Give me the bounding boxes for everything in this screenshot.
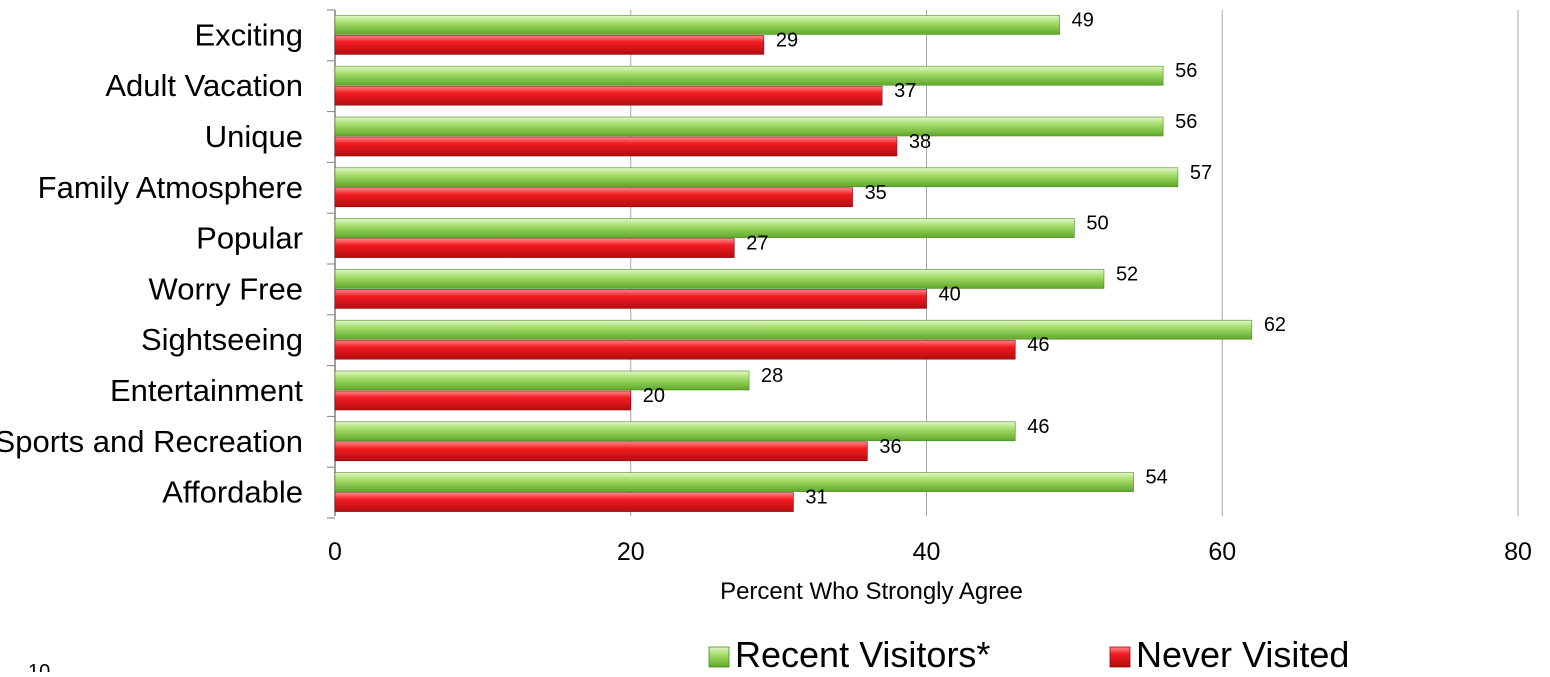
x-tick-label: 0: [328, 538, 342, 566]
bar: [334, 187, 853, 208]
x-tick-label: 80: [1504, 538, 1532, 566]
bars: [334, 15, 1253, 512]
x-tick-label: 40: [913, 538, 941, 566]
data-label: 56: [1175, 111, 1197, 133]
bar: [334, 421, 1016, 442]
bar: [334, 441, 868, 462]
data-label: 31: [805, 487, 827, 509]
data-label: 27: [746, 233, 768, 255]
bar: [334, 289, 927, 309]
legend-label: Recent Visitors*: [735, 634, 990, 672]
legend-label: Never Visited: [1136, 634, 1349, 672]
bar: [334, 492, 794, 512]
data-label: 37: [894, 80, 916, 102]
data-label: 20: [643, 385, 665, 407]
data-label: 50: [1086, 213, 1108, 235]
bar: [334, 15, 1060, 35]
x-tick-label: 20: [617, 538, 645, 566]
data-label: 36: [879, 436, 901, 458]
bar: [334, 116, 1164, 137]
bar: [334, 238, 735, 258]
data-label: 54: [1146, 467, 1168, 489]
x-axis-title: Percent Who Strongly Agree: [720, 578, 1023, 605]
data-label: 46: [1027, 334, 1049, 356]
data-label: 52: [1116, 263, 1138, 285]
data-label: 57: [1190, 162, 1212, 184]
bar: [334, 472, 1134, 492]
bar: [334, 85, 883, 106]
bar: [334, 35, 765, 55]
category-label: Sports and Recreation: [0, 424, 303, 459]
bar: [334, 218, 1075, 238]
bar: [334, 167, 1179, 188]
data-label: 49: [1072, 9, 1094, 31]
x-tick-label: 60: [1208, 538, 1236, 566]
data-label: 28: [761, 365, 783, 387]
data-label: 56: [1175, 60, 1197, 82]
legend-swatch: [1109, 646, 1131, 668]
data-label: 46: [1027, 416, 1049, 438]
legend: Recent Visitors* Never Visited: [708, 634, 1349, 675]
bar: [334, 269, 1105, 289]
category-label: Family Atmosphere: [38, 170, 303, 205]
category-label: Popular: [196, 221, 303, 256]
bar: [334, 136, 898, 157]
labels: 0 20 40 60 80 Exciting 49 29 Adult Vacation 56 37 U…: [0, 9, 1532, 605]
category-label: Unique: [205, 119, 303, 154]
bar: [334, 65, 1164, 86]
bar: [334, 390, 632, 411]
legend-swatch: [708, 646, 730, 668]
bar: [334, 319, 1253, 340]
category-label: Sightseeing: [141, 322, 303, 357]
bar: [334, 370, 750, 391]
category-label: Entertainment: [110, 373, 303, 408]
category-label: Affordable: [162, 475, 303, 510]
data-label: 29: [776, 29, 798, 51]
bar: [334, 339, 1016, 360]
data-label: 40: [939, 283, 961, 305]
data-label: 38: [909, 131, 931, 153]
data-label: 62: [1264, 314, 1286, 336]
category-label: Worry Free: [149, 271, 303, 306]
data-label: 35: [865, 182, 887, 204]
category-label: Exciting: [194, 17, 303, 52]
category-label: Adult Vacation: [105, 68, 303, 103]
page-number: 10: [28, 661, 50, 672]
